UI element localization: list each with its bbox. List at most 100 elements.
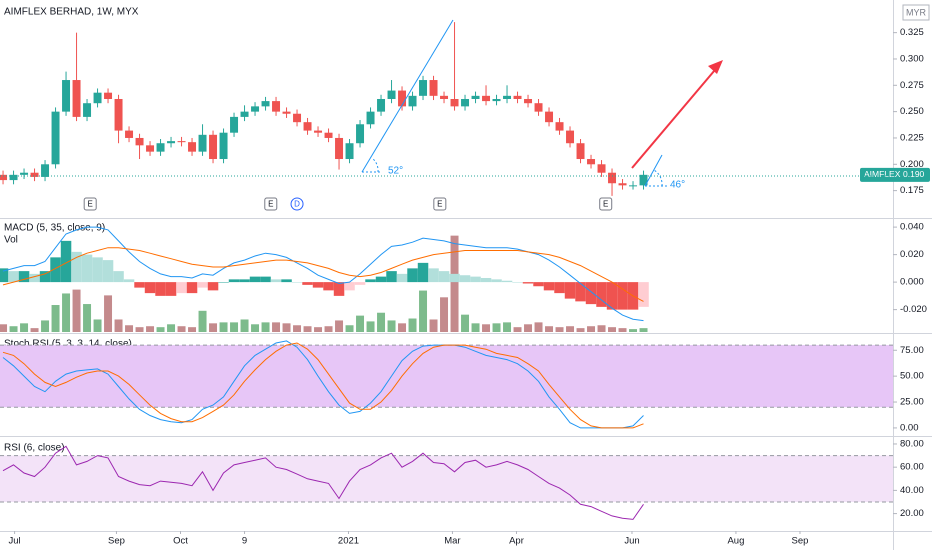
histogram-bar: [134, 282, 145, 288]
candle-body: [597, 164, 606, 173]
candle-body: [9, 174, 18, 181]
volume: [0, 235, 648, 332]
histogram-bar: [186, 282, 198, 294]
candle-body: [219, 132, 228, 160]
histogram-bar: [92, 257, 103, 283]
candle-body: [335, 137, 344, 160]
candle-body: [587, 159, 596, 165]
y-tick-label: 80.00: [900, 438, 924, 449]
y-tick-label: 0.250: [900, 106, 924, 117]
volume-bar: [566, 326, 575, 332]
volume-bar: [440, 297, 449, 332]
candle-body: [513, 95, 522, 99]
x-tick-label: Sep: [108, 536, 125, 547]
candle-body: [366, 111, 375, 125]
candle-body: [618, 183, 627, 186]
histogram-bar: [123, 279, 135, 283]
candle-body: [198, 134, 207, 152]
event-label: E: [603, 200, 608, 209]
volume-bar: [62, 293, 71, 332]
candle-body: [303, 122, 312, 131]
event-label: E: [437, 200, 442, 209]
candle-body: [167, 141, 176, 144]
volume-bar: [146, 326, 155, 332]
histogram-bar: [554, 282, 565, 294]
volume-bar: [419, 290, 428, 332]
histogram-bar: [533, 282, 544, 287]
x-tick-label: 2021: [338, 536, 359, 547]
candle-body: [20, 172, 29, 175]
histogram-bar: [543, 282, 555, 291]
histogram-bar: [617, 282, 628, 310]
volume-bar: [608, 327, 617, 332]
histogram-bar: [386, 271, 397, 283]
volume-bar: [534, 322, 543, 332]
histogram-bar: [260, 276, 271, 283]
candle-body: [387, 90, 396, 99]
x-tick-label: Jun: [624, 536, 639, 547]
histogram-bar: [575, 282, 586, 302]
candle-body: [104, 92, 113, 99]
histogram-bar: [81, 254, 93, 283]
y-tick-label: 0.300: [900, 53, 924, 64]
candle-body: [545, 111, 554, 123]
candle-body: [261, 101, 270, 107]
signal-line: [2, 247, 644, 302]
angle-label: 46°: [670, 180, 685, 191]
histogram-bar: [564, 282, 576, 299]
y-tick-label: 0.275: [900, 80, 924, 91]
histogram-bar: [354, 282, 366, 285]
volume-bar: [408, 318, 417, 332]
histogram-bar: [491, 279, 502, 283]
candle-body: [534, 103, 543, 112]
histogram-bar: [270, 279, 282, 283]
candle-body: [0, 174, 8, 181]
histogram-bar: [501, 280, 513, 283]
pane-title: MACD (5, 35, close, 9): [4, 223, 105, 234]
histogram-bar: [39, 271, 51, 283]
histogram-bar: [333, 282, 345, 296]
histogram-bar: [459, 275, 471, 283]
candle-body: [608, 172, 617, 184]
volume-bar: [618, 328, 627, 332]
event-marker: [83, 197, 97, 211]
volume-bar: [587, 326, 596, 332]
candle-body: [293, 113, 302, 123]
candle-body: [482, 95, 491, 102]
volume-bar: [345, 325, 354, 332]
x-tick-label: 9: [242, 536, 247, 547]
candle-body: [240, 111, 249, 117]
candle-body: [555, 122, 564, 131]
candle-body: [177, 141, 186, 143]
histogram-bar: [102, 260, 114, 283]
histogram-bar: [596, 282, 607, 307]
histogram-bar: [249, 276, 261, 283]
x-tick-label: Aug: [727, 536, 744, 547]
histogram-bar: [239, 279, 250, 283]
volume-bar: [135, 327, 144, 332]
candle-body: [30, 172, 39, 177]
candle-body: [251, 106, 260, 112]
volume-bar: [545, 326, 554, 332]
event-marker: [264, 197, 278, 211]
y-tick-label: 0.020: [900, 249, 924, 260]
band: [0, 455, 893, 502]
volume-bar: [219, 322, 228, 332]
y-tick-label: 0.325: [900, 27, 924, 38]
volume-bar: [261, 322, 270, 332]
histogram-bar: [407, 268, 418, 283]
histogram-bar: [302, 282, 313, 285]
histogram-bar: [218, 282, 229, 283]
volume-bar: [198, 310, 207, 332]
volume-bar: [114, 319, 123, 332]
volume-bar: [335, 320, 344, 332]
candle-body: [62, 80, 71, 112]
candle-body: [429, 80, 438, 96]
volume-bar: [282, 323, 291, 332]
series-line: [2, 342, 644, 429]
angle-arc: [653, 169, 663, 187]
macd-line: [2, 226, 644, 322]
volume-bar: [597, 325, 606, 332]
candle-body: [524, 98, 533, 104]
